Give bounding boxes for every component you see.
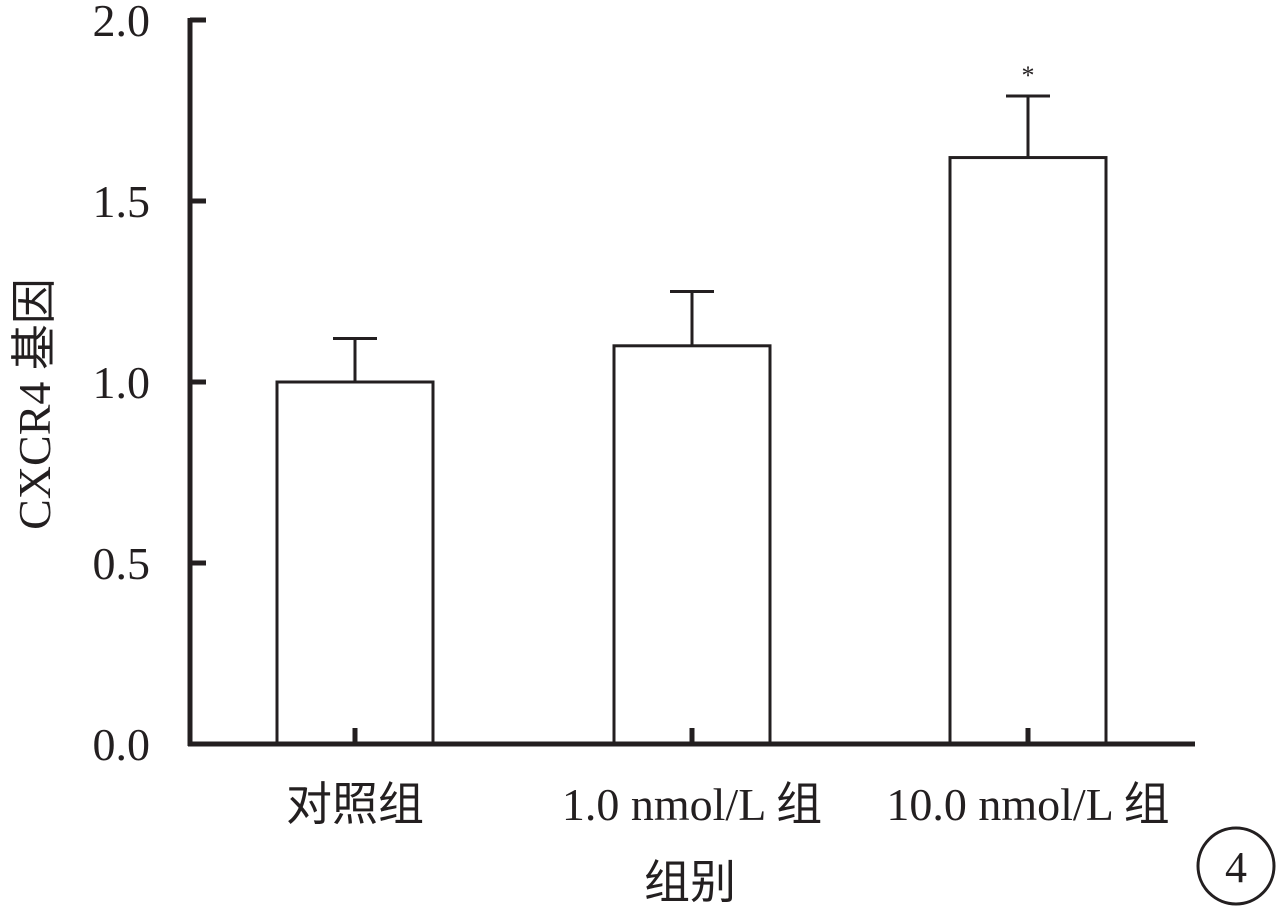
y-tick-label: 2.0 bbox=[93, 0, 151, 46]
bar bbox=[948, 156, 1108, 746]
x-axis-title: 组别 bbox=[644, 857, 736, 908]
y-tick-label: 1.5 bbox=[93, 176, 151, 227]
bars: * bbox=[275, 61, 1108, 746]
y-tick-label: 1.0 bbox=[93, 357, 151, 408]
y-tick-label: 0.5 bbox=[93, 538, 151, 589]
x-category-label: 对照组 bbox=[286, 779, 424, 830]
y-ticks: 0.0 0.5 1.0 1.5 2.0 bbox=[93, 0, 206, 770]
y-tick-label: 0.0 bbox=[93, 719, 151, 770]
y-axis-title: CXCR4 基因 bbox=[9, 278, 60, 530]
x-ticks: 对照组 1.0 nmol/L 组 10.0 nmol/L 组 bbox=[286, 728, 1170, 830]
panel-number-circle bbox=[1196, 826, 1276, 906]
x-category-label: 1.0 nmol/L 组 bbox=[562, 779, 822, 830]
panel-number: 4 bbox=[1225, 843, 1247, 892]
bar bbox=[275, 380, 435, 746]
x-category-label: 10.0 nmol/L 组 bbox=[886, 779, 1169, 830]
significance-marker: * bbox=[1022, 61, 1035, 90]
bar bbox=[612, 344, 772, 746]
